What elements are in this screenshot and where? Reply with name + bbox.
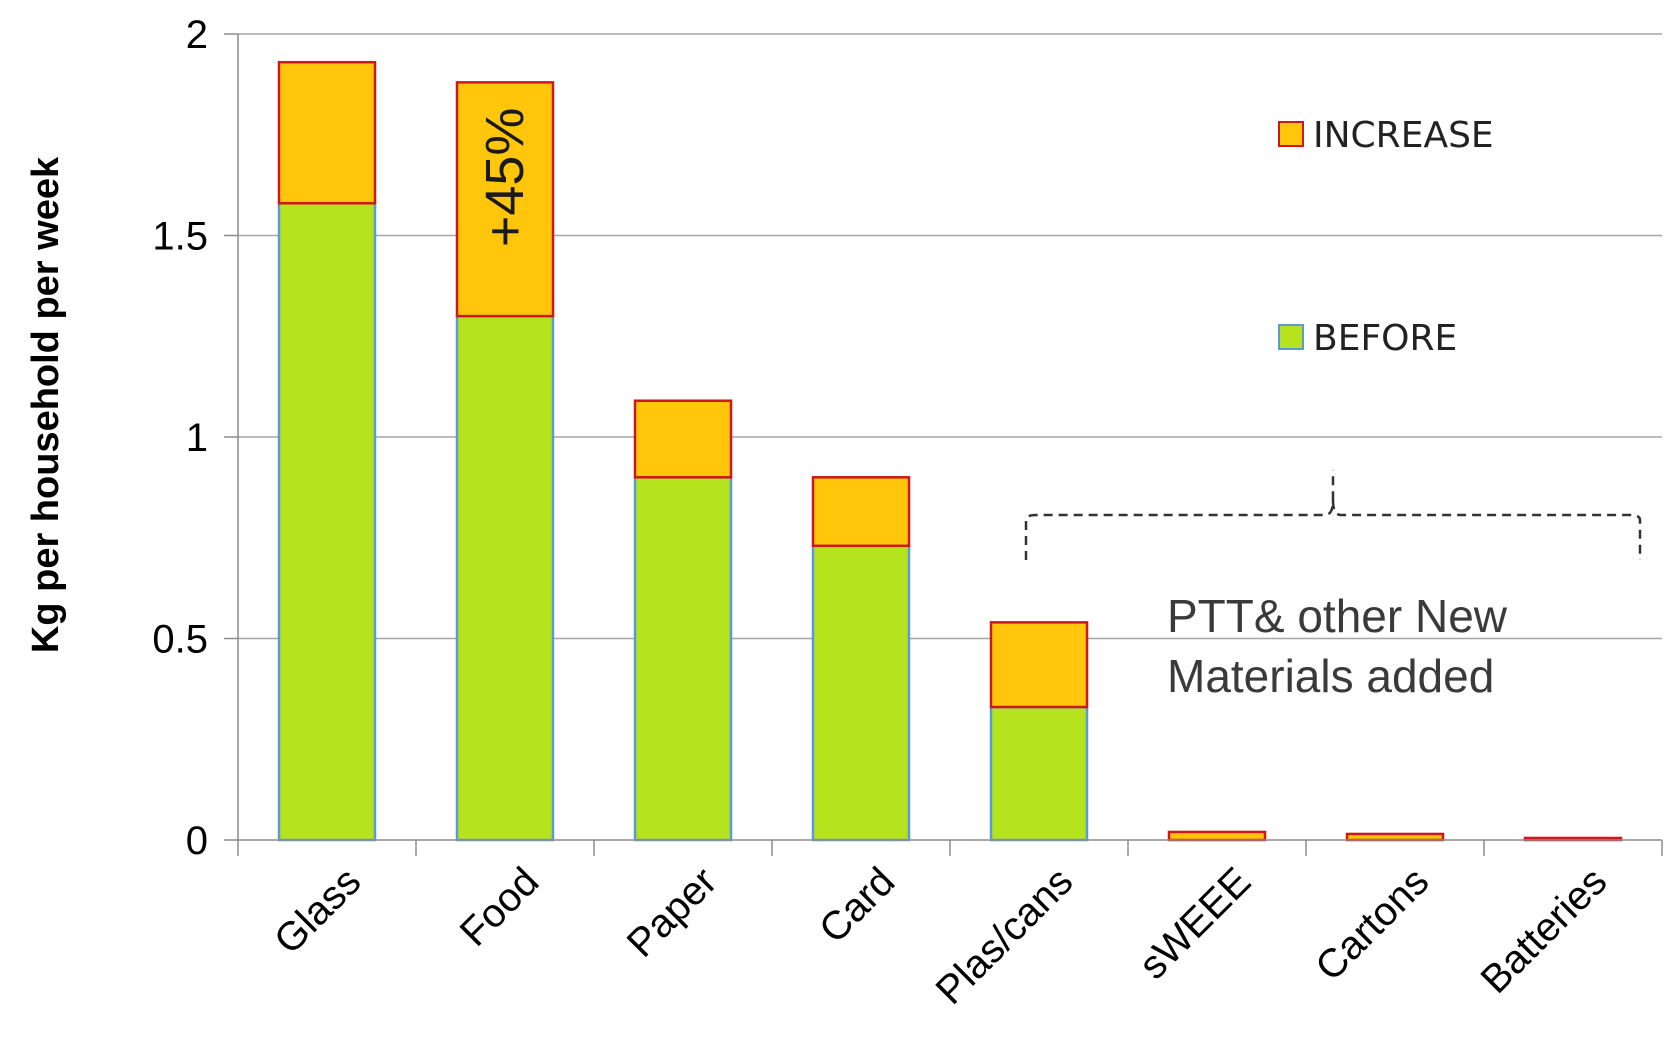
x-axis: Glass Food Paper Card Plas/cans sWEEE Cartons B… — [237, 839, 1663, 1013]
bar-increase-paper — [633, 399, 733, 479]
y-tick-label: 1.5 — [152, 215, 208, 259]
bar-before-plas-cans — [989, 705, 1089, 842]
bar-increase-plas-cans — [989, 621, 1089, 709]
y-axis: 0 0.5 1 1.5 2 — [152, 13, 239, 863]
bar-percent-label: +45% — [475, 108, 535, 248]
y-tick-label: 0 — [186, 819, 208, 863]
bar-increase-card — [811, 476, 911, 548]
x-tick-label: Batteries — [1473, 859, 1616, 1002]
bracket — [1024, 470, 1642, 560]
x-tick-label: Card — [811, 859, 903, 951]
bar-increase-sweee — [1167, 830, 1267, 842]
y-tick-label: 1 — [186, 416, 208, 460]
x-tick-label: Glass — [266, 859, 369, 962]
x-tick-label: sWEEE — [1131, 859, 1260, 988]
annotation-line-2: Materials added — [1167, 650, 1494, 702]
bar-increase-glass — [277, 60, 377, 205]
legend-swatch-before — [1278, 324, 1304, 350]
bar-increase-food — [455, 81, 555, 318]
x-tick-label: Food — [452, 859, 548, 955]
x-tick-label: Cartons — [1307, 859, 1437, 989]
legend-label-increase: INCREASE — [1313, 115, 1494, 156]
x-tick-label: Paper — [619, 859, 726, 966]
bar-before-card — [811, 544, 911, 842]
bar-before-food — [455, 314, 555, 842]
y-tick-label: 0.5 — [152, 618, 208, 662]
bar-before-paper — [633, 476, 733, 842]
legend-swatch-increase — [1278, 121, 1304, 147]
y-axis-label: Kg per household per week — [25, 156, 67, 653]
bar-increase-cartons — [1345, 832, 1445, 842]
annotation-line-1: PTT& other New — [1167, 590, 1508, 642]
legend: INCREASE BEFORE — [1278, 115, 1494, 359]
bar-before-glass — [277, 202, 377, 842]
legend-label-before: BEFORE — [1313, 318, 1457, 359]
annotations: PTT& other New Materials added +45% — [475, 108, 1642, 702]
x-tick-label: Plas/cans — [928, 859, 1082, 1013]
y-tick-label: 2 — [186, 13, 208, 57]
